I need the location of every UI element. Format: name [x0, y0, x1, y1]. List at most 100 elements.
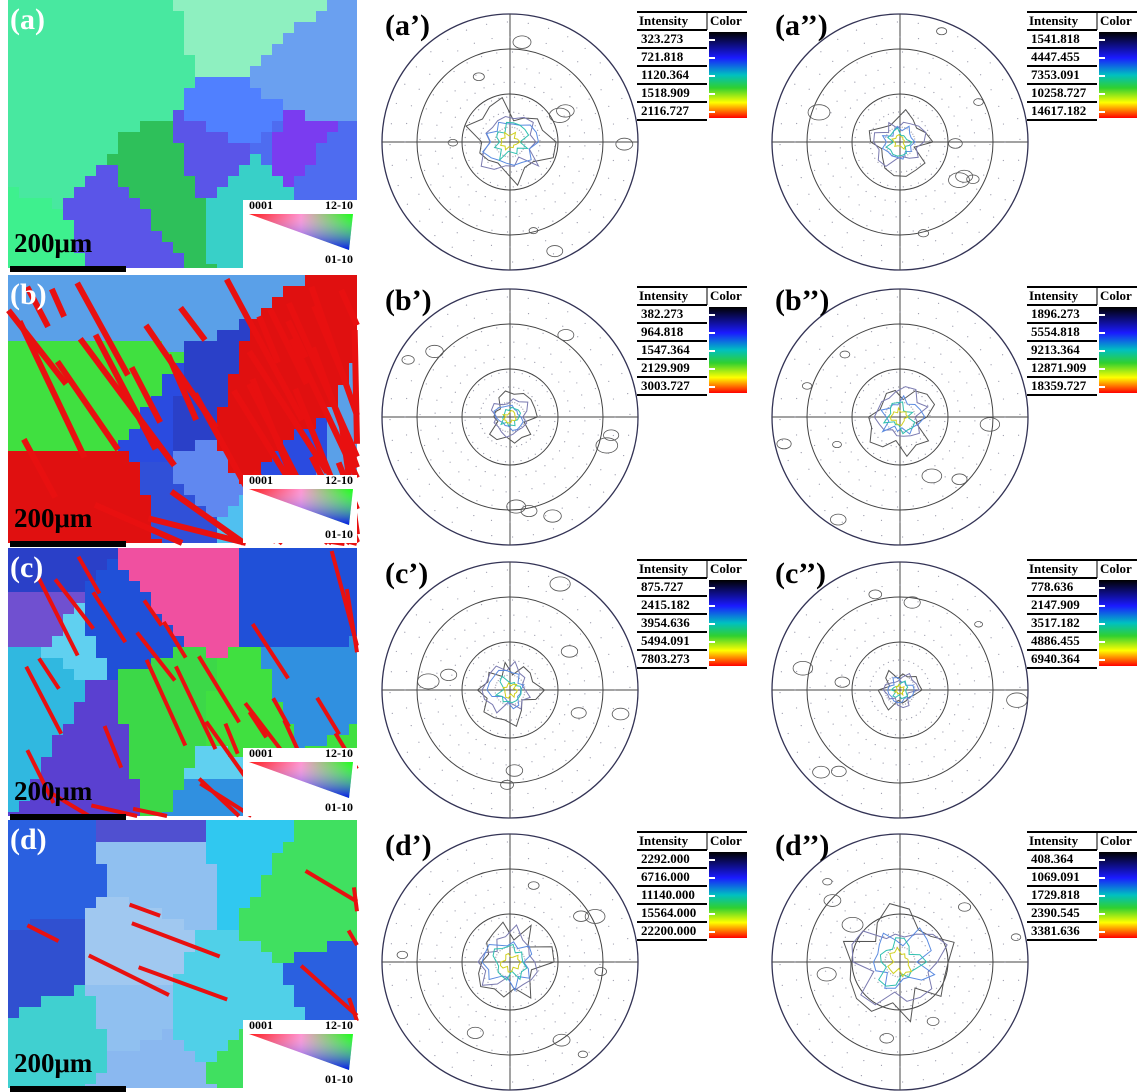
grain [272, 275, 283, 286]
grid-dot [1003, 398, 1004, 399]
grid-dot [914, 631, 915, 632]
grain [294, 451, 305, 462]
grain [52, 77, 63, 88]
grain [162, 44, 173, 55]
grain [140, 1018, 151, 1029]
grain [349, 165, 357, 176]
grain [96, 996, 107, 1007]
grain [52, 44, 63, 55]
grid-dot [855, 685, 856, 686]
grid-dot [627, 666, 628, 667]
grid-dot [869, 143, 870, 144]
grain [8, 77, 19, 88]
grain [239, 440, 250, 451]
grain [316, 418, 327, 429]
grid-dot [535, 470, 536, 471]
grain [52, 451, 63, 462]
grid-dot [920, 711, 921, 712]
grain [129, 658, 140, 669]
grid-dot [913, 411, 914, 412]
grain [261, 603, 272, 614]
grain [52, 165, 63, 176]
grid-dot [522, 646, 523, 647]
grid-dot [590, 74, 591, 75]
grain [228, 33, 239, 44]
grid-dot [516, 446, 517, 447]
grid-dot [426, 108, 427, 109]
grain [162, 908, 173, 919]
grain [19, 99, 30, 110]
grid-dot [985, 661, 986, 662]
grid-dot [512, 51, 513, 52]
grain [184, 132, 195, 143]
grid-dot [483, 676, 484, 677]
grain [184, 1029, 195, 1040]
grain [74, 0, 85, 11]
grain [151, 385, 162, 396]
grid-dot [522, 134, 523, 135]
grid-dot [873, 178, 874, 179]
grain [283, 99, 294, 110]
grain [327, 66, 338, 77]
grid-dot [902, 536, 903, 537]
grain [327, 636, 338, 647]
grain [195, 669, 206, 680]
minor-contour [604, 430, 619, 441]
grain [217, 1029, 228, 1040]
grain [316, 625, 327, 636]
grid-dot [526, 343, 527, 344]
grain [217, 941, 228, 952]
grain [283, 176, 294, 187]
grid-dot [1011, 373, 1012, 374]
grain [30, 713, 41, 724]
grid-dot [809, 221, 810, 222]
grid-dot [550, 671, 551, 672]
grain [151, 374, 162, 385]
grain [52, 735, 63, 746]
grid-dot [883, 632, 884, 633]
grid-dot [491, 778, 492, 779]
grain [184, 592, 195, 603]
grid-dot [945, 476, 946, 477]
grain [305, 669, 316, 680]
grain [151, 1040, 162, 1051]
grid-dot [498, 114, 499, 115]
grid-dot [888, 98, 889, 99]
grid-dot [886, 327, 887, 328]
legend-value: 1518.909 [641, 85, 690, 100]
grid-dot [473, 115, 474, 116]
grid-dot [877, 162, 878, 163]
grain [107, 198, 118, 209]
grid-dot [491, 648, 492, 649]
grain [173, 121, 184, 132]
grain [250, 22, 261, 33]
grid-dot [486, 123, 487, 124]
grid-dot [943, 429, 944, 430]
grain [63, 0, 74, 11]
grain [129, 440, 140, 451]
grid-dot [392, 165, 393, 166]
grain [74, 820, 85, 831]
grain [283, 121, 294, 132]
grain [52, 974, 63, 985]
grain [19, 418, 30, 429]
grain [195, 1073, 206, 1084]
grain [261, 132, 272, 143]
grid-dot [887, 185, 888, 186]
grain [217, 559, 228, 570]
grid-dot [541, 174, 542, 175]
grid-dot [911, 426, 912, 427]
grid-dot [874, 706, 875, 707]
grain [162, 1029, 173, 1040]
grain [63, 484, 74, 495]
grid-dot [856, 305, 857, 306]
grain [206, 625, 217, 636]
grain [63, 209, 74, 220]
grain [129, 462, 140, 473]
grid-dot [1017, 118, 1018, 119]
grid-dot [806, 614, 807, 615]
grain [327, 88, 338, 99]
grain [250, 286, 261, 297]
grain [349, 570, 357, 581]
minor-contour [840, 351, 850, 358]
